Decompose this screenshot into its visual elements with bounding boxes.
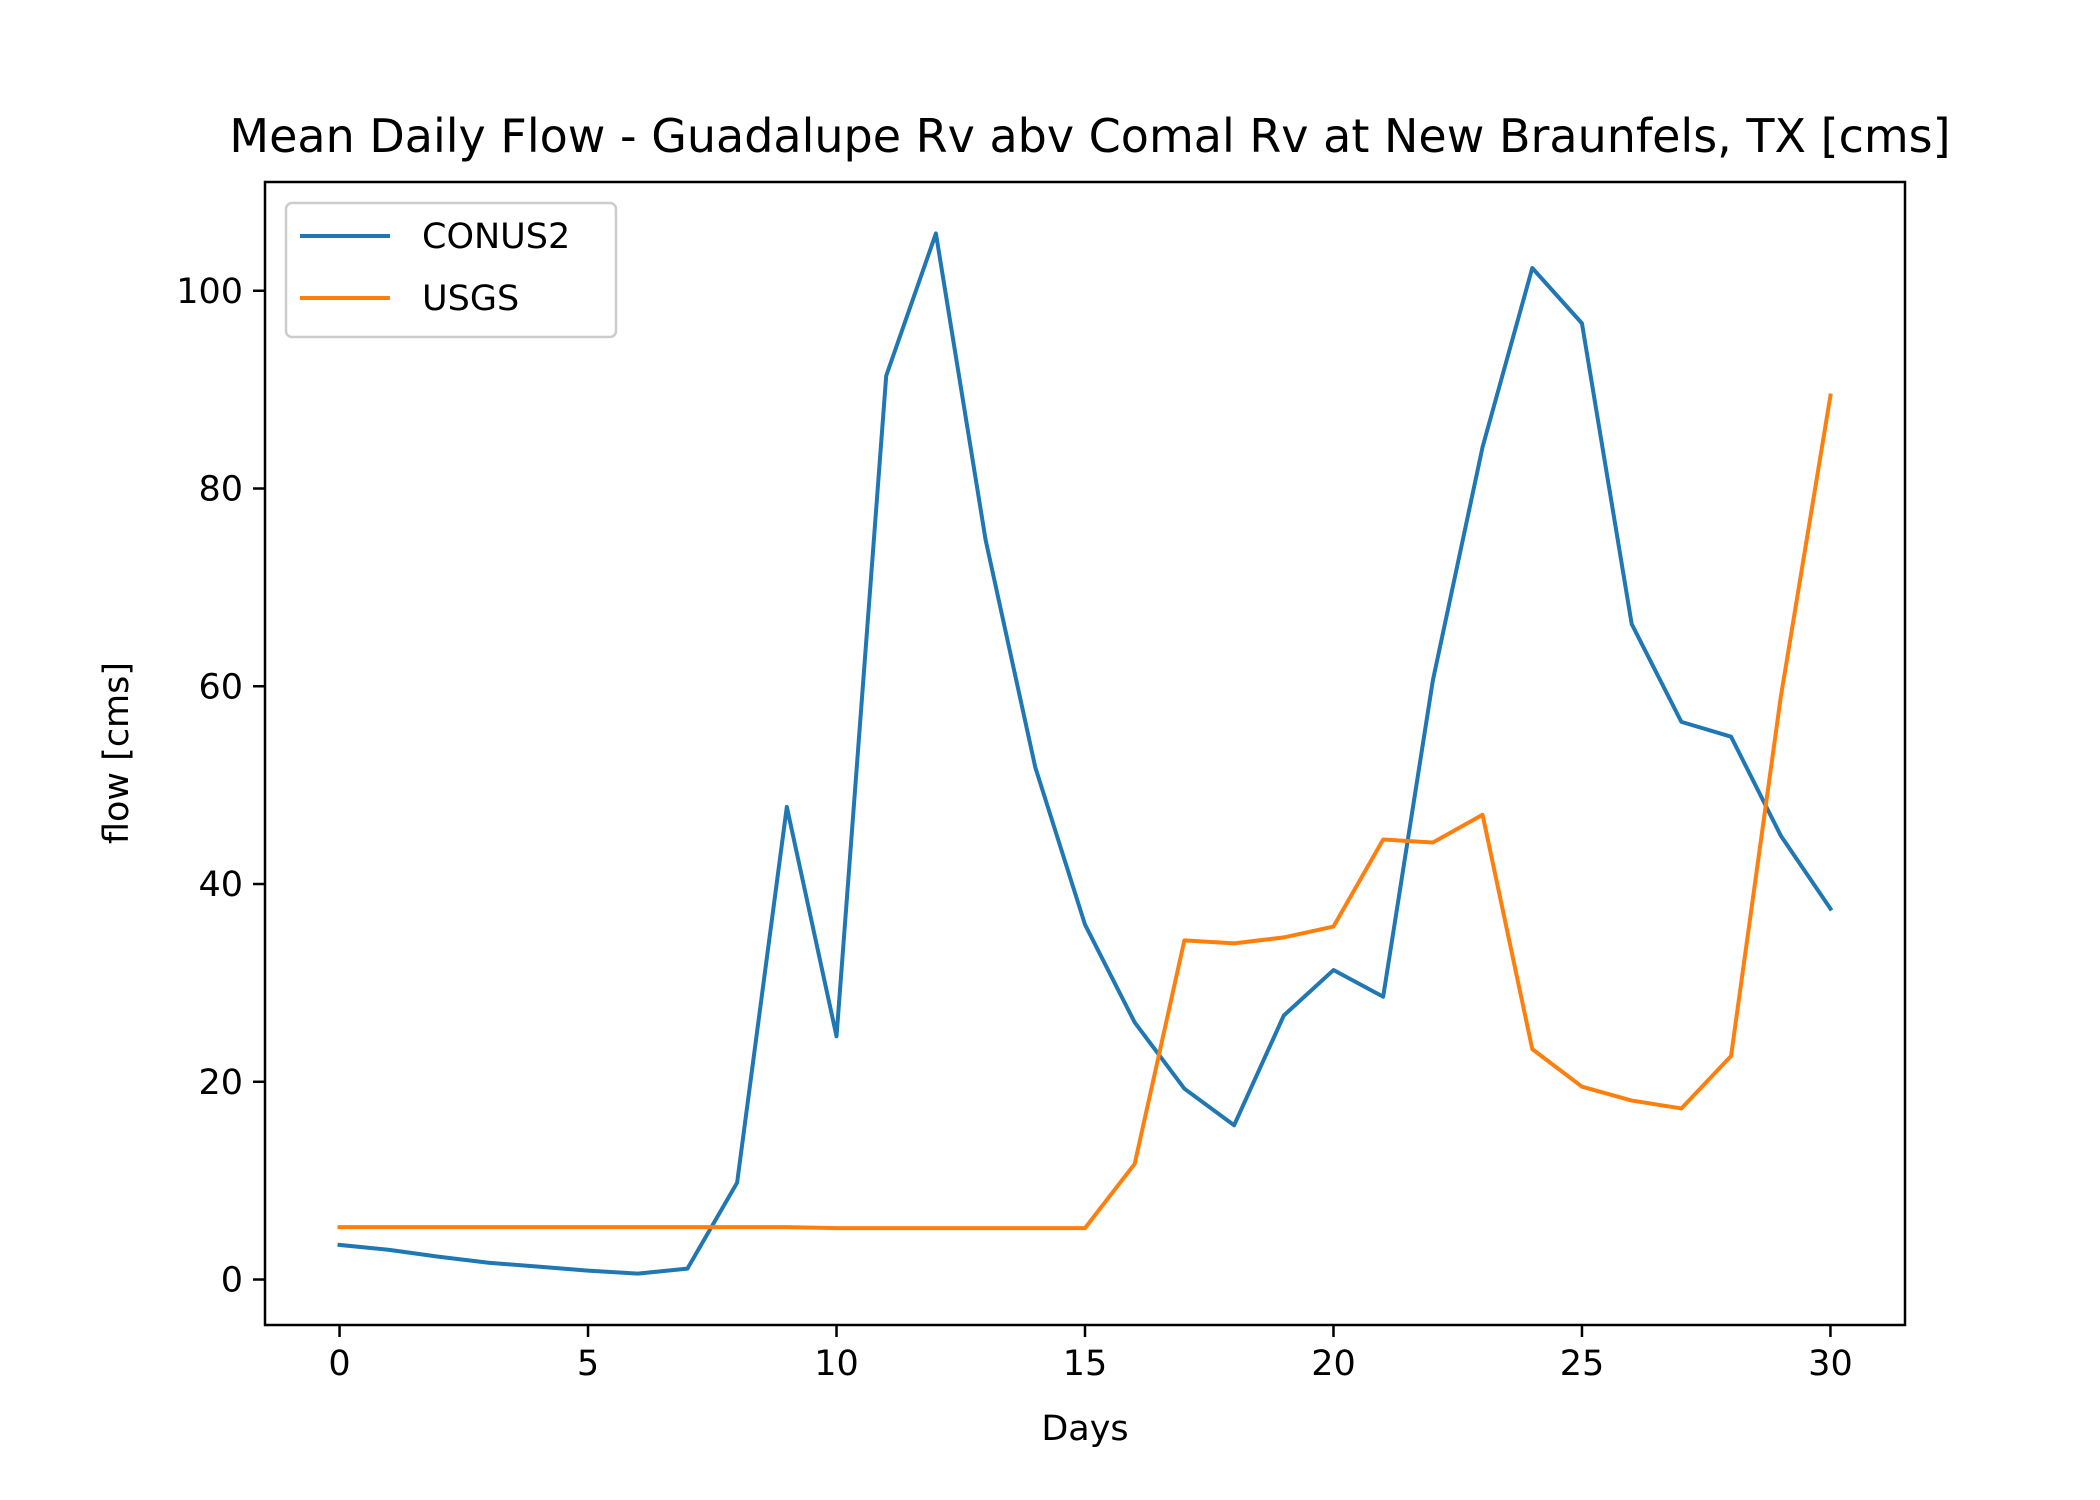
plot-series — [337, 231, 1834, 1276]
y-tick-label: 100 — [176, 272, 243, 312]
y-axis: 0 20 40 60 80 100 — [176, 272, 265, 1301]
legend-label-conus2: CONUS2 — [422, 217, 570, 257]
y-axis-label: flow [cms] — [97, 662, 137, 844]
y-tick-label: 20 — [198, 1063, 243, 1103]
series-line-usgs — [337, 393, 1833, 1231]
x-tick-label: 15 — [1063, 1344, 1108, 1384]
legend-label-usgs: USGS — [422, 279, 519, 319]
y-tick-label: 0 — [221, 1261, 243, 1301]
series-line-conus2 — [337, 231, 1834, 1276]
x-axis: 0 5 10 15 20 25 30 — [328, 1325, 1853, 1384]
chart-title: Mean Daily Flow - Guadalupe Rv abv Comal… — [229, 109, 1950, 163]
x-tick-label: 5 — [577, 1344, 599, 1384]
legend: CONUS2 USGS — [284, 201, 618, 339]
x-tick-label: 0 — [328, 1344, 350, 1384]
x-axis-label: Days — [1041, 1409, 1128, 1449]
x-tick-label: 30 — [1808, 1344, 1853, 1384]
x-tick-label: 20 — [1311, 1344, 1356, 1384]
x-tick-label: 25 — [1560, 1344, 1605, 1384]
x-tick-label: 10 — [814, 1344, 859, 1384]
y-tick-label: 60 — [198, 667, 243, 707]
y-tick-label: 80 — [198, 470, 243, 510]
y-tick-label: 40 — [198, 865, 243, 905]
